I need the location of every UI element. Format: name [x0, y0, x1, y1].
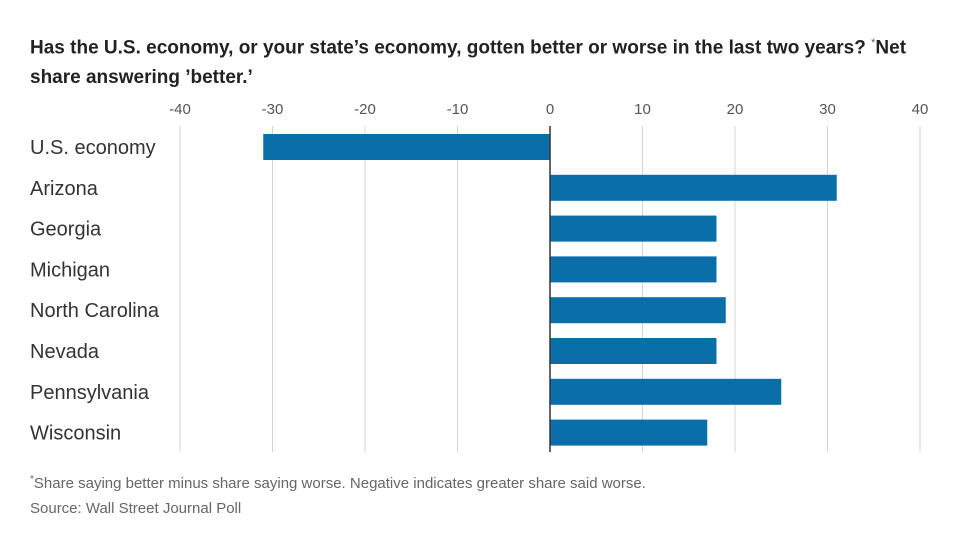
- bar: [550, 215, 717, 242]
- x-tick-label: -30: [262, 101, 284, 118]
- bar-chart: -40 -30 -20 -10 0 10 20 30 40 U.S. economy Arizona…: [30, 101, 929, 452]
- category-label: Georgia: [30, 219, 102, 241]
- x-tick-label: -20: [354, 101, 376, 118]
- x-tick-label: 0: [546, 101, 554, 118]
- bar: [550, 256, 717, 283]
- bar: [263, 134, 550, 160]
- chart-footnote: *Share saying better minus share saying …: [30, 474, 646, 492]
- x-tick-label: -40: [169, 101, 191, 118]
- bar: [550, 174, 837, 201]
- x-tick-label: 10: [634, 101, 651, 118]
- x-tick-label: 30: [819, 101, 836, 118]
- footnote-marker: *: [30, 474, 34, 485]
- chart-title-suffix: Net share answering ’better.’: [30, 37, 907, 89]
- category-label: Pennsylvania: [30, 382, 150, 404]
- chart-title-question: Has the U.S. economy, or your state’s ec…: [30, 37, 866, 59]
- x-tick-label: -10: [447, 101, 469, 118]
- bar: [550, 297, 726, 324]
- category-label: Wisconsin: [30, 423, 121, 445]
- x-tick-label: 20: [727, 101, 744, 118]
- chart-source: Source: Wall Street Journal Poll: [30, 500, 242, 517]
- bar: [550, 338, 717, 364]
- category-label: U.S. economy: [30, 137, 156, 159]
- category-label: Arizona: [30, 178, 99, 200]
- bar: [550, 419, 708, 446]
- bar: [550, 378, 782, 405]
- chart-title-marker: *: [871, 37, 876, 49]
- x-tick-label: 40: [912, 101, 929, 118]
- chart-title: Has the U.S. economy, or your state’s ec…: [30, 28, 930, 93]
- category-label: North Carolina: [30, 300, 160, 322]
- category-label: Michigan: [30, 259, 110, 281]
- category-label: Nevada: [30, 341, 100, 363]
- footnote-text: Share saying better minus share saying w…: [33, 475, 646, 492]
